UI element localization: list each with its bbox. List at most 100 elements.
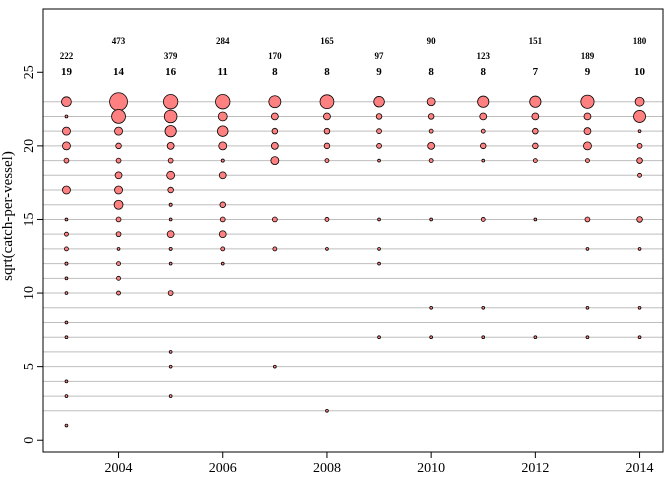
data-point <box>585 158 590 163</box>
data-point <box>585 335 590 340</box>
data-point <box>319 94 335 110</box>
data-point <box>533 217 538 222</box>
vessel-label: 14 <box>113 66 125 78</box>
data-point <box>114 126 123 136</box>
data-point <box>64 276 69 281</box>
count-label: 473 <box>112 36 126 46</box>
data-point <box>637 335 642 340</box>
count-label: 284 <box>216 36 230 46</box>
data-point <box>272 246 278 252</box>
data-point <box>585 247 590 251</box>
data-point <box>62 185 71 195</box>
data-point <box>116 247 121 251</box>
data-point <box>583 141 592 151</box>
data-point <box>376 143 382 149</box>
data-point <box>268 95 282 109</box>
vessel-label: 10 <box>634 66 646 78</box>
y-tick-label: 0 <box>22 437 37 444</box>
count-label: 97 <box>375 51 385 61</box>
vessel-label: 19 <box>61 66 73 78</box>
data-point <box>583 127 592 136</box>
data-point <box>116 261 121 267</box>
data-point <box>636 157 643 164</box>
count-label: 165 <box>320 36 334 46</box>
x-axis: 2004 2006 2008 2010 2012 2014 <box>105 452 654 476</box>
data-point <box>323 127 331 135</box>
data-point <box>166 170 176 180</box>
data-point <box>114 185 123 195</box>
data-point <box>64 335 69 340</box>
data-point <box>271 216 278 223</box>
x-tick-label: 2006 <box>209 461 237 476</box>
data-point <box>167 157 174 164</box>
data-point <box>634 96 645 107</box>
data-point <box>533 335 538 340</box>
data-point <box>481 305 486 310</box>
data-point <box>115 157 122 164</box>
data-point <box>377 158 381 163</box>
data-point <box>481 335 486 340</box>
plot-frame <box>42 8 664 453</box>
data-point <box>64 231 69 237</box>
data-point <box>427 113 435 120</box>
data-point <box>270 112 279 121</box>
data-point <box>429 305 433 310</box>
data-point <box>529 95 542 108</box>
data-point <box>220 246 226 252</box>
data-point <box>166 142 175 150</box>
data-point <box>480 217 486 222</box>
data-point <box>377 261 381 266</box>
x-tick-label: 2004 <box>105 461 133 476</box>
data-point <box>636 216 643 223</box>
data-point <box>114 171 123 180</box>
data-point <box>62 126 71 136</box>
vessel-label: 7 <box>533 66 539 78</box>
data-point <box>324 158 330 163</box>
data-point <box>376 128 382 135</box>
vessel-label: 8 <box>481 66 487 78</box>
vessel-label: 9 <box>585 66 591 78</box>
vessel-label: 8 <box>428 66 434 78</box>
y-tick-label: 20 <box>22 139 37 153</box>
data-point <box>325 247 329 251</box>
data-point <box>427 142 436 150</box>
count-label: 379 <box>164 51 178 61</box>
top-labels: 2221947314379162841117081658979908123815… <box>60 36 647 78</box>
data-point <box>115 231 122 238</box>
data-point <box>166 230 175 239</box>
data-point <box>323 112 331 121</box>
data-point <box>584 216 591 223</box>
data-point <box>64 114 69 119</box>
vessel-label: 16 <box>165 66 177 78</box>
data-point <box>377 247 381 251</box>
data-point <box>477 95 490 108</box>
vessel-label: 8 <box>272 66 278 78</box>
data-point <box>217 125 229 137</box>
data-point <box>583 112 592 121</box>
data-point <box>637 247 642 251</box>
data-point <box>64 394 69 398</box>
count-label: 123 <box>477 51 491 61</box>
data-point <box>271 127 279 135</box>
data-point <box>531 112 540 121</box>
data-point <box>116 275 121 281</box>
data-point <box>164 125 177 138</box>
count-label: 151 <box>529 36 543 46</box>
data-point <box>325 408 329 413</box>
data-point <box>375 113 383 120</box>
data-point <box>532 142 539 150</box>
data-point <box>479 112 488 121</box>
data-point <box>637 172 642 178</box>
data-point <box>636 143 643 149</box>
data-point <box>168 246 173 251</box>
data-point <box>64 261 69 266</box>
data-point <box>219 201 226 208</box>
count-label: 90 <box>427 36 437 46</box>
data-point <box>116 290 121 296</box>
data-point <box>428 128 434 134</box>
data-point <box>113 199 124 210</box>
data-point <box>163 109 178 124</box>
x-tick-label: 2008 <box>313 461 341 476</box>
data-point <box>64 423 69 428</box>
